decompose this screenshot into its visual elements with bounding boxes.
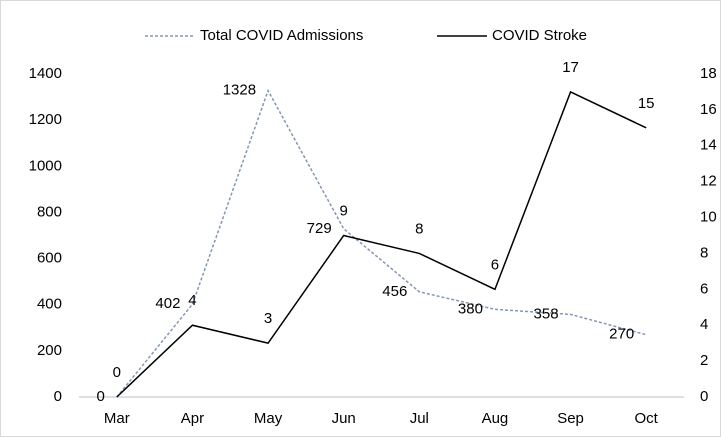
legend-label: COVID Stroke [492,27,587,44]
y-tick-label: 1200 [29,111,62,128]
data-label: 15 [638,95,655,112]
data-label: 1328 [223,82,256,99]
x-tick-label: Mar [104,410,130,427]
data-label: 0 [113,364,121,381]
data-label: 17 [562,59,579,76]
x-tick-label: May [254,410,283,427]
data-label: 3 [264,310,272,327]
data-label: 402 [155,295,180,312]
data-label: 270 [609,326,634,343]
y-tick-label: 400 [37,296,62,313]
x-tick-label: Oct [635,410,659,427]
y2-tick-label: 10 [700,209,717,226]
data-label: 0 [96,388,104,405]
data-label: 729 [307,220,332,237]
y-tick-label: 0 [54,388,62,405]
data-label: 456 [382,283,407,300]
y-tick-label: 1000 [29,157,62,174]
x-tick-label: Sep [557,410,584,427]
series-line [116,88,647,398]
data-label: 6 [491,256,499,273]
y2-tick-label: 0 [700,388,708,405]
data-label: 380 [458,300,483,317]
data-label: 8 [415,220,423,237]
data-label: 4 [188,292,196,309]
x-tick-label: Jun [332,410,356,427]
y-tick-label: 1400 [29,65,62,82]
y2-tick-label: 8 [700,244,708,261]
y2-tick-label: 12 [700,173,717,190]
x-tick-label: Aug [482,410,509,427]
y2-tick-label: 14 [700,137,717,154]
x-tick-label: Jul [410,410,429,427]
x-tick-label: Apr [181,410,204,427]
series-line [116,90,647,398]
y2-tick-label: 6 [700,280,708,297]
data-label: 9 [340,202,348,219]
data-label: 358 [534,305,559,322]
y2-tick-label: 4 [700,316,708,333]
y-tick-label: 200 [37,342,62,359]
legend-label: Total COVID Admissions [200,27,363,44]
y-tick-label: 600 [37,250,62,267]
y2-tick-label: 16 [700,101,717,118]
y2-tick-label: 18 [700,65,717,82]
y-tick-label: 800 [37,203,62,220]
y2-tick-label: 2 [700,352,708,369]
